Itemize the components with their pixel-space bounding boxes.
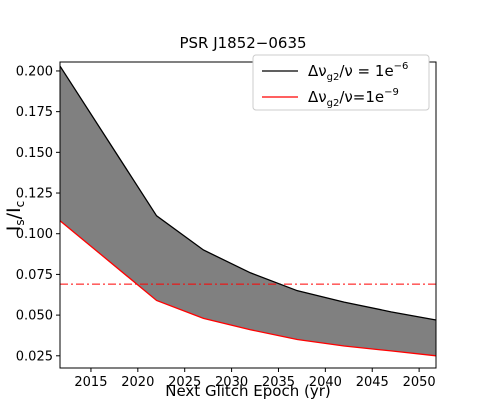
x-tick-label: 2015 <box>74 375 107 390</box>
x-axis-label: Next Glitch Epoch (yr) <box>165 382 331 400</box>
y-tick-label: 0.100 <box>16 227 53 242</box>
legend: Δνg2/ν = 1e−6 Δνg2/ν=1e−9 <box>252 54 430 111</box>
x-tick-label: 2020 <box>121 375 154 390</box>
y-tick-label: 0.025 <box>16 349 53 364</box>
legend-label-series-1: Δνg2/ν = 1e−6 <box>308 61 408 83</box>
legend-frame <box>252 54 430 111</box>
series-line-2 <box>59 220 437 357</box>
y-tick-label: 0.125 <box>16 187 53 202</box>
chart-title: PSR J1852−0635 <box>179 34 306 52</box>
legend-label-series-2: Δνg2/ν=1e−9 <box>308 87 399 109</box>
x-tick-label: 2025 <box>168 375 201 390</box>
y-tick-label: 0.075 <box>16 268 53 283</box>
x-tick-label: 2040 <box>309 375 342 390</box>
y-tick-label: 0.150 <box>16 146 53 161</box>
filled-band <box>60 66 436 356</box>
x-tick-label: 2035 <box>262 375 295 390</box>
x-tick-label: 2045 <box>356 375 389 390</box>
series-line-1 <box>59 65 437 321</box>
y-tick-label: 0.175 <box>16 105 53 120</box>
axes-frame <box>59 61 437 369</box>
y-tick-label: 0.200 <box>16 64 53 79</box>
y-axis-label: Is/Ic <box>3 201 27 232</box>
x-tick-label: 2030 <box>215 375 248 390</box>
x-tick-label: 2050 <box>403 375 436 390</box>
plot-area: 2015 2020 2025 2030 2035 2040 2045 2050 0.025 0.0… <box>16 61 437 390</box>
y-tick-label: 0.050 <box>16 309 53 324</box>
